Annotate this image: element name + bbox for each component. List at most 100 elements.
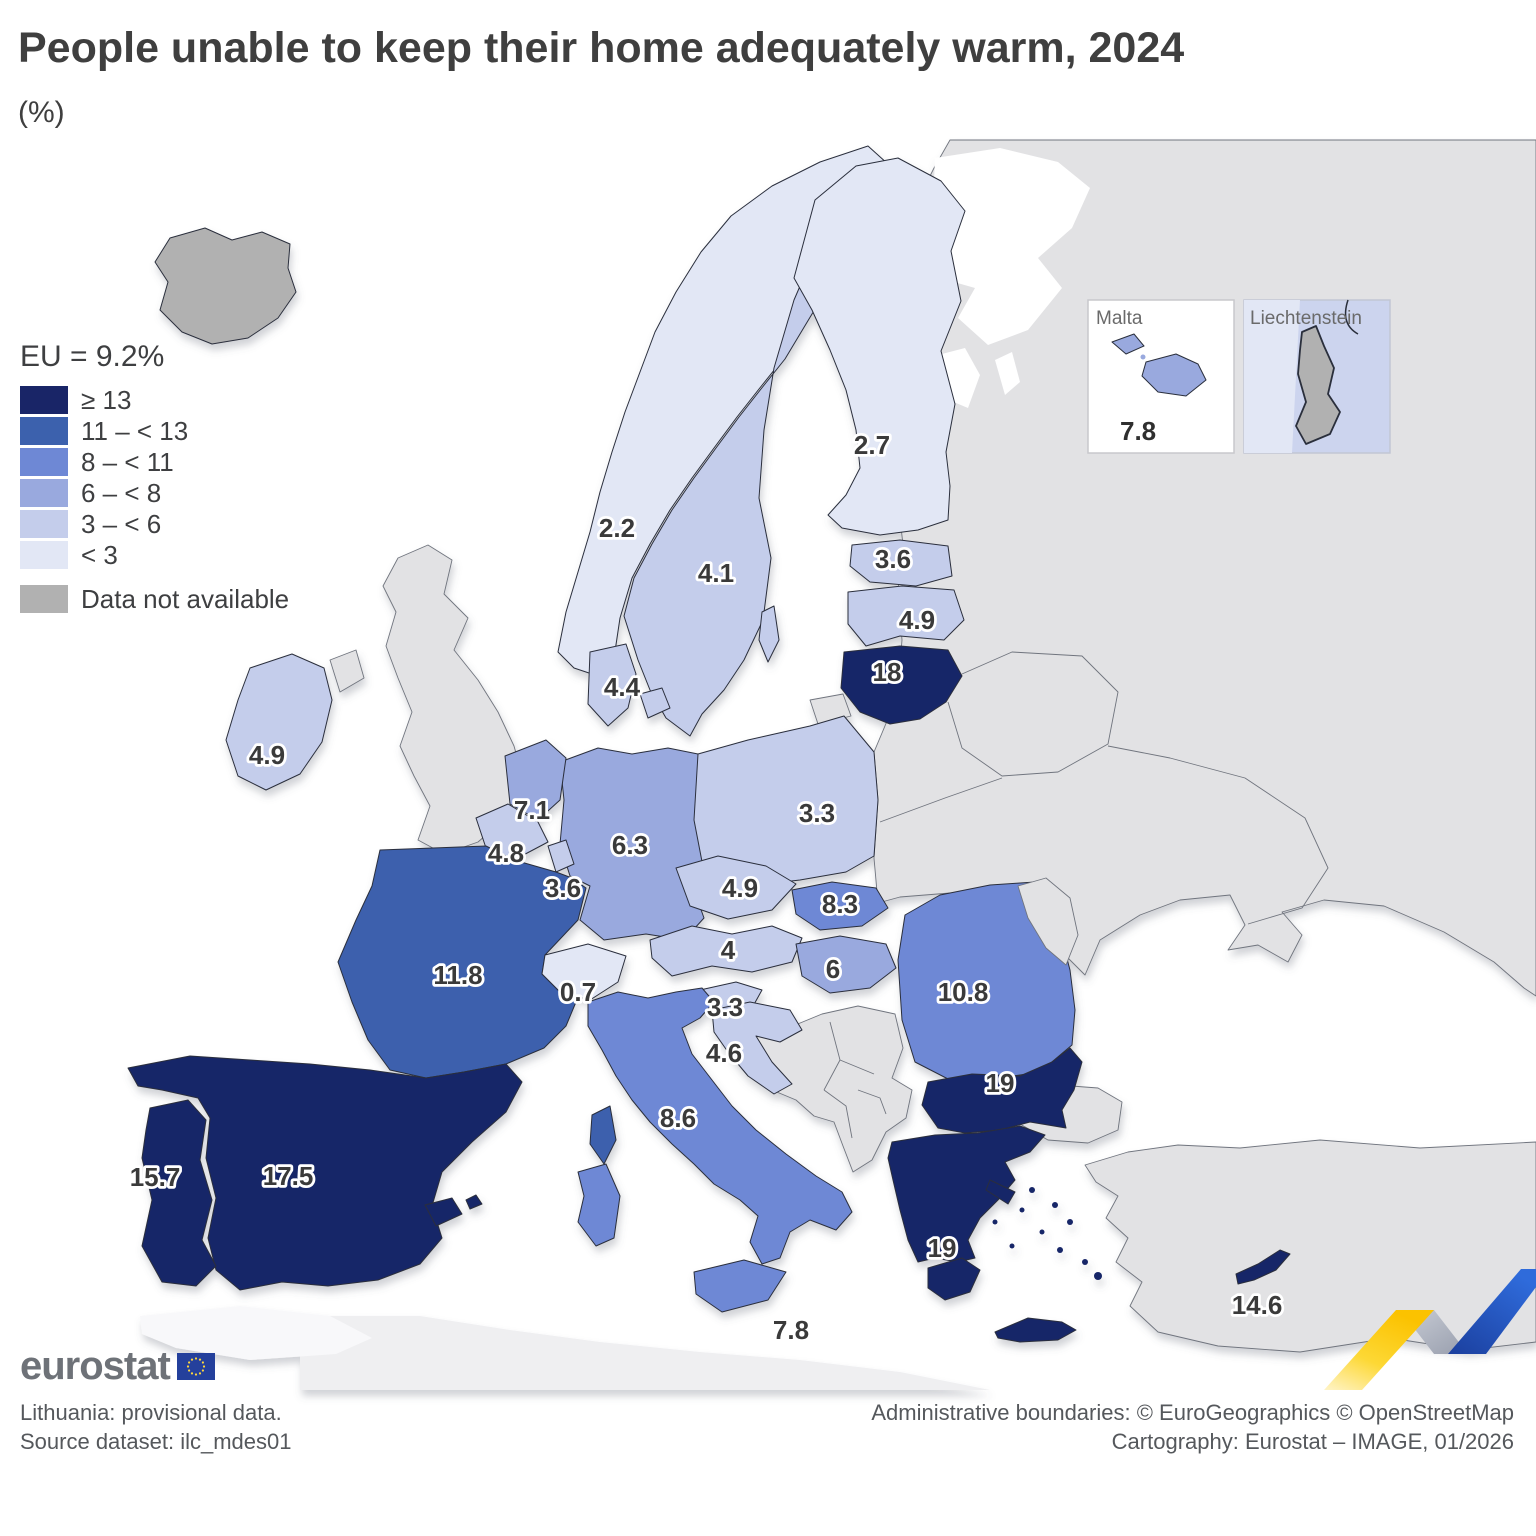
value-label-slovenia: 3.3	[707, 992, 743, 1022]
value-label-belgium: 4.8	[488, 838, 524, 868]
country-denmark	[587, 643, 637, 727]
ribbon-yellow	[1324, 1310, 1434, 1390]
value-label-spain: 17.5	[263, 1161, 314, 1191]
legend-row: 6 – < 8	[20, 477, 289, 508]
region-northern-ireland	[329, 649, 365, 693]
legend-row: 11 – < 13	[20, 415, 289, 446]
country-austria	[649, 925, 803, 977]
country-romania	[897, 881, 1076, 1081]
value-label-hungary: 6	[826, 954, 840, 984]
legend-label-no-data: Data not available	[81, 583, 290, 614]
legend-swatch-11-13	[20, 417, 68, 445]
region-morocco	[140, 1306, 372, 1360]
country-spain	[127, 1055, 523, 1291]
value-label-portugal: 15.7	[130, 1162, 181, 1192]
lake-onega	[995, 352, 1020, 395]
value-label-switzerland: 0.7	[560, 977, 596, 1007]
island-sicily	[693, 1259, 787, 1313]
country-france	[337, 845, 587, 1079]
country-moldova	[1017, 877, 1079, 966]
white-sea	[932, 148, 1090, 345]
value-label-france: 11.8	[433, 960, 482, 990]
island-gotland	[758, 605, 780, 663]
country-turkey	[1084, 1139, 1536, 1353]
legend: EU = 9.2% ≥ 13 11 – < 13 8 – < 11 6 – < …	[20, 340, 289, 616]
danish-islands	[639, 687, 671, 719]
country-united-kingdom	[382, 544, 525, 855]
value-label-estonia: 3.6	[875, 544, 911, 574]
island-corsica	[589, 1105, 617, 1165]
country-lithuania	[840, 645, 963, 725]
value-label-norway: 2.2	[599, 513, 635, 543]
island-menorca	[465, 1194, 483, 1210]
value-label-slovakia: 8.3	[822, 889, 858, 919]
page-subtitle: (%)	[18, 96, 65, 129]
ribbon-blue	[1448, 1269, 1536, 1354]
inset-malta-value: 7.8	[1120, 416, 1156, 446]
region-western-balkans	[751, 1005, 913, 1173]
country-germany	[559, 747, 711, 941]
footer-credits: Administrative boundaries: © EuroGeograp…	[871, 1398, 1514, 1456]
value-label-latvia: 4.9	[899, 605, 935, 635]
legend-row: < 3	[20, 539, 289, 570]
value-label-croatia: 4.6	[706, 1038, 742, 1068]
island-malta-main	[1141, 353, 1207, 397]
country-ukraine-border	[879, 745, 1329, 925]
legend-label-ge13: ≥ 13	[81, 384, 132, 415]
inset-malta-title: Malta	[1096, 308, 1143, 329]
country-sweden	[623, 232, 824, 737]
value-label-malta: 7.8	[773, 1315, 809, 1345]
value-label-germany: 6.3	[612, 830, 648, 860]
legend-label-6-8: 6 – < 8	[81, 477, 162, 508]
inset-liechtenstein-title: Liechtenstein	[1250, 308, 1362, 329]
legend-row: 3 – < 6	[20, 508, 289, 539]
legend-row: 8 – < 11	[20, 447, 289, 477]
value-label-cyprus: 14.6	[1232, 1290, 1283, 1320]
legend-label-lt3: < 3	[81, 539, 118, 570]
page-title: People unable to keep their home adequat…	[18, 24, 1185, 72]
legend-label-3-6: 3 – < 6	[81, 508, 162, 539]
eu-flag-icon	[176, 1352, 215, 1380]
region-north-africa	[300, 1316, 990, 1390]
island-sardinia	[577, 1163, 621, 1247]
legend-swatch-lt3	[20, 541, 68, 569]
legend-row-no-data: Data not available	[20, 583, 290, 614]
legend-label-11-13: 11 – < 13	[81, 415, 189, 446]
value-label-netherlands: 7.1	[514, 795, 550, 825]
value-label-sweden: 4.1	[698, 558, 734, 588]
balkan-borders	[823, 1021, 887, 1139]
value-label-greece: 19	[928, 1233, 957, 1263]
country-croatia	[711, 1001, 803, 1095]
footer-admin-boundaries: Administrative boundaries: © EuroGeograp…	[871, 1400, 1514, 1425]
value-label-czechia: 4.9	[722, 873, 758, 903]
country-liechtenstein	[1295, 325, 1341, 445]
country-italy	[587, 987, 853, 1265]
country-luxembourg	[547, 839, 575, 873]
inset-li-background-left	[1244, 300, 1300, 453]
island-gozo	[1111, 333, 1145, 355]
value-label-romania: 10.8	[938, 977, 989, 1007]
inset-malta: Malta 7.8	[1087, 299, 1235, 454]
island-crete	[994, 1317, 1077, 1343]
country-iceland	[154, 227, 297, 345]
country-hungary	[795, 935, 897, 994]
legend-swatch-no-data	[20, 585, 68, 613]
value-label-italy: 8.6	[660, 1103, 696, 1133]
footer-notes: Lithuania: provisional data. Source data…	[20, 1398, 292, 1456]
country-greece	[887, 1125, 1046, 1263]
country-ireland	[225, 653, 333, 791]
value-label-finland: 2.7	[854, 430, 890, 460]
island-mallorca	[424, 1197, 463, 1227]
country-czechia	[675, 855, 797, 920]
country-belarus-border	[947, 651, 1119, 777]
country-switzerland	[541, 943, 627, 1001]
legend-row: ≥ 13	[20, 384, 289, 415]
country-netherlands	[504, 739, 567, 821]
country-slovakia	[791, 881, 889, 931]
value-label-bulgaria: 19	[986, 1068, 1015, 1098]
eurostat-logo: eurostat	[20, 1346, 215, 1386]
legend-swatch-ge13	[20, 386, 68, 414]
inset-li-border-line	[1344, 299, 1359, 335]
